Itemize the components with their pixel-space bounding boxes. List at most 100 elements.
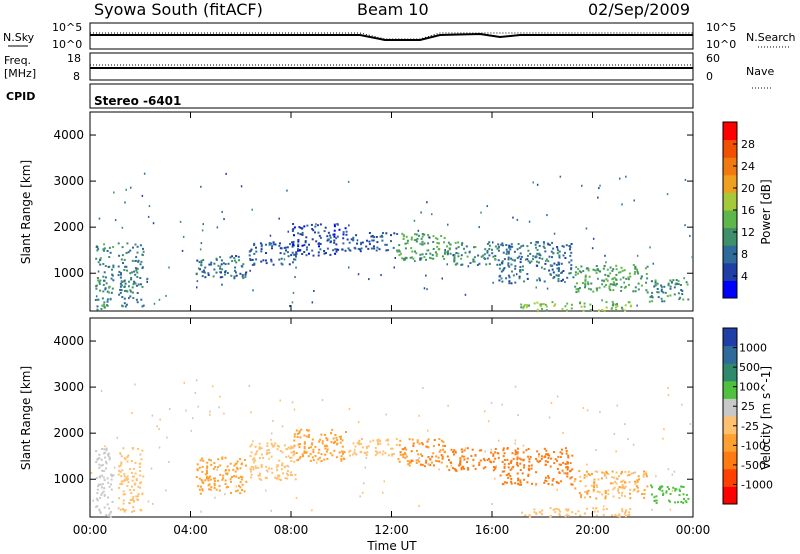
y-tick-label: 3000: [53, 174, 84, 188]
x-tick-label: 00:00: [73, 523, 108, 537]
scatter-region-1: [117, 447, 145, 513]
y-tick-label: 3000: [53, 380, 84, 394]
noise-panel: N.Sky 10^5 10^0 10^5 10^0 N.Search: [3, 21, 796, 51]
colorbar-swatch: [723, 398, 737, 417]
cpid-value: Stereo -6401: [94, 94, 181, 108]
colorbar-swatch: [723, 328, 737, 347]
power-colorbar-label: Power [dB]: [759, 179, 773, 244]
y-tick-label: 4000: [53, 334, 84, 348]
colorbar-swatch: [723, 262, 737, 281]
date-title: 02/Sep/2009: [588, 0, 690, 19]
scatter-region-9: [574, 264, 649, 294]
scatter-region-11: [521, 507, 632, 518]
scatter-region-4: [291, 223, 348, 257]
x-tick-label: 12:00: [374, 523, 409, 537]
freq-tick-bottom: 8: [73, 70, 80, 83]
colorbar-swatch: [723, 380, 737, 399]
noise-sky-line: [90, 32, 693, 41]
colorbar-tick-label: 8: [741, 248, 748, 261]
noise-right-tick-top: 10^5: [706, 21, 736, 34]
colorbar-swatch: [723, 433, 737, 452]
colorbar-swatch: [723, 363, 737, 382]
power-panel: [89, 111, 694, 313]
scatter-region-5: [348, 437, 398, 457]
noise-points: [94, 172, 693, 307]
colorbar-swatch: [723, 486, 737, 505]
x-tick-label: 20:00: [575, 523, 610, 537]
nave-tick-top: 60: [706, 52, 720, 65]
colorbar-swatch: [723, 280, 737, 299]
x-tick-label: 00:00: [676, 523, 711, 537]
colorbar-tick-label: -100: [741, 439, 766, 452]
scatter-region-7: [446, 447, 499, 472]
freq-tick-top: 18: [67, 52, 81, 65]
y-tick-label: 1000: [53, 472, 84, 486]
colorbar-tick-label: 24: [741, 160, 755, 173]
scatter-region-0: [95, 243, 115, 311]
scatter-region-3: [249, 442, 298, 481]
colorbar-tick-label: 28: [741, 138, 755, 151]
scatter-region-3: [248, 241, 298, 266]
scatter-region-7: [447, 241, 499, 266]
scatter-region-1: [117, 242, 145, 308]
x-tick-label: 04:00: [173, 523, 208, 537]
y-tick-label: 2000: [53, 426, 84, 440]
scatter-region-4: [292, 428, 347, 462]
colorbar-tick-label: 4: [741, 270, 748, 283]
colorbar-tick-label: -25: [741, 420, 759, 433]
colorbar-swatch: [723, 174, 737, 193]
y-tick-label: 4000: [53, 128, 84, 142]
x-axis-label: Time UT: [366, 539, 417, 553]
colorbar-swatch: [723, 245, 737, 264]
noise-points: [90, 379, 692, 513]
colorbar-tick-label: 100: [739, 381, 760, 394]
colorbar-tick-label: 500: [739, 361, 760, 374]
power-ylabel: Slant Range [km]: [19, 160, 33, 264]
scatter-region-10: [650, 484, 690, 504]
freq-label-1: Freq.: [4, 54, 31, 67]
velocity-panel: [89, 317, 694, 518]
colorbar-swatch: [723, 227, 737, 246]
noise-search-line: [90, 32, 693, 40]
noise-left-tick-top: 10^5: [52, 21, 82, 34]
colorbar-swatch: [723, 345, 737, 364]
scatter-region-11: [520, 300, 632, 313]
colorbar-swatch: [723, 139, 737, 158]
freq-label-2: [MHz]: [4, 67, 36, 80]
velocity-colorbar-label: Velocity [m s^-1]: [759, 366, 773, 470]
station-title: Syowa South (fitACF): [94, 0, 263, 19]
y-tick-label: 1000: [53, 266, 84, 280]
colorbar-tick-label: 25: [741, 400, 755, 413]
nave-label: Nave: [746, 65, 774, 78]
colorbar-tick-label: 16: [741, 204, 755, 217]
scatter-region-6: [397, 438, 449, 468]
beam-title: Beam 10: [357, 0, 429, 19]
colorbar-swatch: [723, 451, 737, 470]
x-tick-label: 08:00: [274, 523, 309, 537]
freq-panel: Freq. [MHz] 18 8 60 0 Nave: [4, 52, 774, 89]
colorbar-swatch: [723, 416, 737, 435]
colorbar-tick-label: 20: [741, 182, 755, 195]
power-colorbar: 4 8 12 16 20 24 28: [722, 121, 755, 299]
colorbar-swatch: [723, 210, 737, 229]
colorbar-tick-label: 1000: [739, 342, 767, 355]
colorbar-swatch: [723, 157, 737, 176]
scatter-region-10: [648, 279, 690, 303]
velocity-ylabel: Slant Range [km]: [19, 366, 33, 470]
scatter-region-0: [95, 447, 115, 518]
colorbar-tick-label: 12: [741, 226, 755, 239]
noise-left-tick-bottom: 10^0: [52, 38, 82, 51]
colorbar-tick-label: -500: [741, 459, 766, 472]
x-tick-label: 16:00: [475, 523, 510, 537]
y-tick-label: 2000: [53, 220, 84, 234]
scatter-region-2: [195, 255, 247, 280]
velocity-colorbar: 1000 500 100 25 -25 -100 -500 -1000: [722, 327, 773, 505]
noise-right-tick-bottom: 10^0: [706, 38, 736, 51]
noise-right-label: N.Search: [746, 31, 796, 44]
scatter-region-5: [346, 232, 399, 253]
scatter-region-8: [497, 241, 575, 285]
nave-tick-bottom: 0: [706, 70, 713, 83]
colorbar-swatch: [723, 122, 737, 141]
colorbar-tick-label: -1000: [741, 478, 773, 491]
